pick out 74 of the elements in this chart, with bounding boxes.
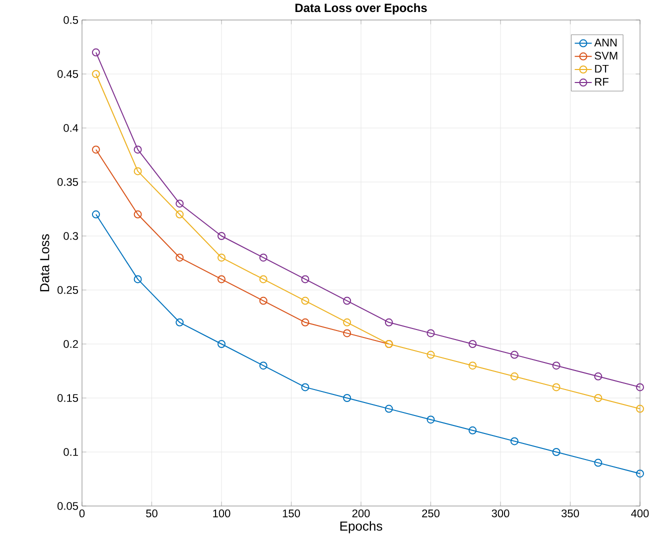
legend-label: DT	[595, 64, 609, 73]
point	[594, 458, 602, 467]
point	[384, 404, 393, 413]
point	[636, 383, 644, 392]
point	[259, 254, 268, 262]
point	[218, 275, 226, 284]
point	[259, 296, 268, 305]
point	[510, 350, 518, 359]
point	[259, 275, 268, 284]
y-tick-label: 0.15	[58, 394, 78, 402]
legend-label: SVM	[594, 52, 618, 60]
point	[92, 48, 100, 56]
x-tick-label: 100	[213, 510, 230, 518]
point	[301, 296, 310, 305]
point	[636, 404, 644, 413]
point	[426, 416, 435, 424]
point	[426, 350, 435, 359]
y-tick-label: 0.35	[58, 178, 78, 186]
y-tick-label: 0.1	[64, 448, 78, 456]
point	[594, 372, 602, 380]
x-tick-label: 200	[352, 510, 370, 518]
point	[510, 372, 518, 380]
point	[92, 146, 100, 154]
point	[468, 362, 477, 370]
point	[176, 200, 184, 208]
point	[301, 318, 310, 326]
point	[134, 210, 142, 218]
x-tick-label: 350	[562, 510, 579, 518]
point	[176, 210, 184, 218]
point	[468, 340, 477, 348]
point	[176, 254, 184, 262]
point	[426, 329, 435, 338]
point	[218, 254, 226, 262]
point	[134, 167, 142, 176]
chart-title: Data Loss over Epochs	[295, 3, 427, 14]
point	[301, 275, 310, 284]
point	[468, 426, 477, 434]
point	[92, 210, 100, 218]
point	[218, 232, 226, 240]
x-tick-label: 300	[492, 510, 510, 518]
x-tick-label: 400	[631, 510, 649, 518]
point	[636, 470, 644, 478]
y-tick-label: 0.05	[58, 502, 78, 510]
y-tick-label: 0.3	[64, 232, 78, 240]
y-tick-label: 0.5	[64, 16, 78, 24]
y-tick-label: 0.4	[64, 124, 78, 132]
point	[552, 362, 560, 370]
x-tick-label: 150	[282, 510, 300, 518]
point	[510, 437, 518, 446]
y-tick-label: 0.2	[64, 340, 78, 348]
point	[259, 362, 268, 370]
x-tick-label: 50	[146, 510, 158, 518]
point	[134, 275, 142, 284]
legend-label: RF	[595, 78, 608, 86]
point	[343, 296, 352, 305]
y-axis-title: Data Loss	[40, 234, 50, 292]
x-axis-title: Epochs	[340, 521, 382, 534]
point	[92, 70, 100, 78]
point	[384, 318, 393, 326]
point	[176, 318, 184, 326]
point	[594, 394, 602, 402]
point	[343, 394, 352, 402]
point	[343, 329, 352, 338]
point	[343, 318, 352, 326]
x-tick-label: 250	[422, 510, 440, 518]
x-tick-label: 0	[79, 510, 85, 518]
y-tick-label: 0.25	[58, 286, 78, 294]
point	[552, 448, 560, 456]
point	[134, 146, 142, 154]
legend-label: ANN	[594, 38, 617, 46]
point	[218, 340, 226, 348]
point	[552, 383, 560, 392]
point	[301, 383, 310, 392]
y-tick-label: 0.45	[58, 70, 78, 78]
